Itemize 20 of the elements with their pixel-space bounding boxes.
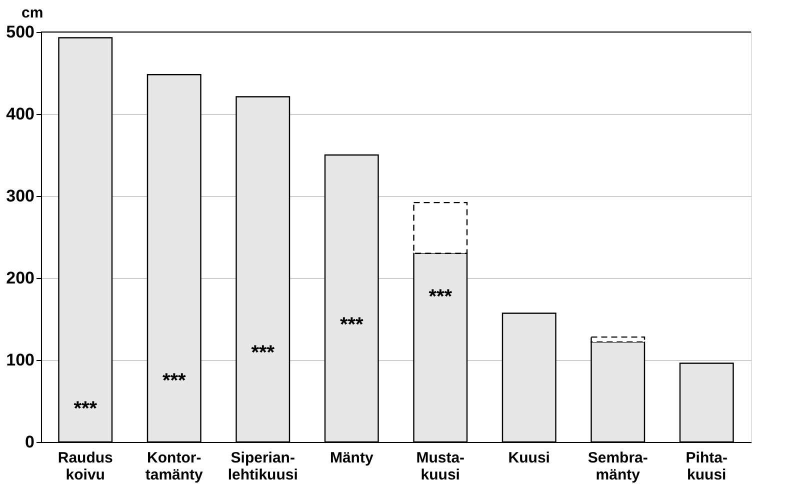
x-tick-label: Musta- kuusi (416, 450, 465, 484)
x-tick-label: Pihta- kuusi (686, 450, 728, 484)
y-tick-label: 300 (6, 186, 34, 206)
x-tick-label: Kuusi (508, 450, 550, 466)
annotation: *** (340, 314, 364, 336)
x-tick-label: Mänty (330, 450, 374, 466)
y-tick-label: 0 (25, 432, 34, 452)
annotation: *** (428, 286, 452, 308)
annotation: *** (162, 370, 186, 392)
annotation: *** (251, 342, 275, 364)
y-tick-label: 500 (6, 22, 34, 42)
x-tick-label: Sembra- mänty (588, 450, 648, 484)
x-tick-label: Raudus koivu (58, 450, 113, 484)
y-tick-label: 400 (6, 104, 34, 124)
y-tick-label: 100 (6, 350, 34, 370)
annotation: *** (74, 398, 98, 420)
x-tick-label: Kontor- tamänty (145, 450, 204, 484)
y-tick-label: 200 (6, 268, 34, 288)
y-axis-title: cm (22, 4, 44, 22)
x-tick-label: Siperian- lehtikuusi (228, 450, 298, 484)
